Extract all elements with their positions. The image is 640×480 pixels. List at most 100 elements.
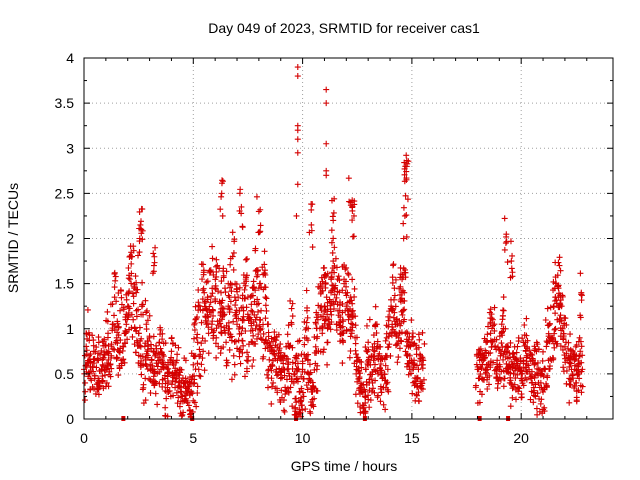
data-point (285, 343, 292, 350)
data-point (249, 363, 256, 370)
data-point (372, 361, 379, 368)
data-point (288, 319, 295, 326)
data-point (235, 315, 242, 322)
data-point (89, 332, 96, 339)
data-point (247, 293, 254, 300)
data-point (405, 158, 412, 165)
data-point (239, 337, 246, 344)
data-point (383, 322, 390, 329)
data-point (194, 390, 201, 397)
data-point (333, 327, 340, 334)
data-point (126, 305, 133, 312)
data-point (289, 403, 296, 410)
data-point (343, 303, 350, 310)
data-point (95, 339, 102, 346)
data-point (100, 355, 107, 362)
data-point (260, 321, 267, 328)
data-point (555, 259, 562, 266)
data-point (517, 358, 524, 365)
data-point (574, 372, 581, 379)
data-point (330, 305, 337, 312)
data-point (494, 363, 501, 370)
data-point (514, 371, 521, 378)
data-point (371, 389, 378, 396)
data-point (105, 356, 112, 363)
data-point (230, 266, 237, 273)
data-point (322, 279, 329, 286)
data-point (540, 348, 547, 355)
data-point (419, 329, 426, 336)
data-point (400, 220, 407, 227)
y-tick-label: 3 (66, 140, 74, 156)
data-point (358, 364, 365, 371)
data-point (557, 312, 564, 319)
data-point (254, 268, 261, 275)
data-point (501, 215, 508, 222)
data-point (392, 276, 399, 283)
data-point (512, 386, 519, 393)
data-point (372, 303, 379, 310)
data-point (397, 283, 404, 290)
data-point (277, 349, 284, 356)
data-point (560, 330, 567, 337)
data-point (103, 348, 110, 355)
data-point (333, 294, 340, 301)
data-point (280, 407, 287, 414)
data-point (480, 352, 487, 359)
data-point (87, 386, 94, 393)
data-point (500, 356, 507, 363)
data-point (257, 317, 264, 324)
data-point (215, 322, 222, 329)
data-point (546, 320, 553, 327)
data-point (533, 339, 540, 346)
data-point (188, 350, 195, 357)
data-point (236, 353, 243, 360)
data-point (298, 402, 305, 409)
data-point (393, 341, 400, 348)
data-point (398, 338, 405, 345)
data-point (288, 378, 295, 385)
data-point (328, 311, 335, 318)
data-point (351, 198, 358, 205)
data-point (475, 351, 482, 358)
data-point (138, 371, 145, 378)
data-point (502, 353, 509, 360)
data-point (380, 401, 387, 408)
data-point (139, 227, 146, 234)
data-point (191, 327, 198, 334)
data-point (136, 208, 143, 215)
data-point (478, 356, 485, 363)
data-point (131, 341, 138, 348)
data-point (92, 348, 99, 355)
data-point (170, 392, 177, 399)
data-point (473, 361, 480, 368)
data-point (258, 336, 265, 343)
data-point (527, 396, 534, 403)
data-point (270, 357, 277, 364)
data-point (315, 283, 322, 290)
data-point (513, 396, 520, 403)
data-point (481, 355, 488, 362)
data-point (194, 360, 201, 367)
data-point (94, 355, 101, 362)
data-point (128, 280, 135, 287)
data-point (374, 394, 381, 401)
data-point (276, 365, 283, 372)
data-point (222, 289, 229, 296)
data-point (216, 300, 223, 307)
data-point (102, 372, 109, 379)
data-point (504, 344, 511, 351)
data-point (233, 311, 240, 318)
data-point (543, 343, 550, 350)
data-point (178, 366, 185, 373)
data-point (371, 366, 378, 373)
data-point (377, 369, 384, 376)
data-point (234, 288, 241, 295)
data-point (164, 384, 171, 391)
data-point (281, 366, 288, 373)
data-point (508, 265, 515, 272)
data-point (552, 310, 559, 317)
data-point (556, 318, 563, 325)
data-point (474, 400, 481, 407)
data-point (199, 335, 206, 342)
